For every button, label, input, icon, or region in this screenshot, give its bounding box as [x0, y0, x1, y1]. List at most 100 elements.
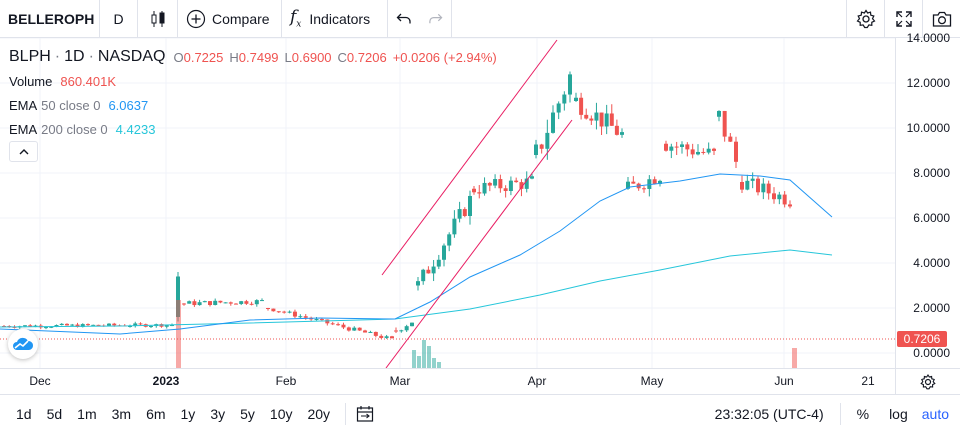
price-chart[interactable] [0, 38, 895, 368]
date-range-button[interactable] [356, 405, 374, 423]
indicators-fx-icon: fx [290, 7, 302, 30]
log-scale-toggle[interactable]: log [889, 406, 908, 422]
camera-icon [932, 11, 951, 27]
auto-scale-toggle[interactable]: auto [921, 406, 949, 422]
clock-timezone[interactable]: 23:32:05 (UTC-4) [714, 406, 824, 422]
chart-type-button[interactable] [138, 0, 178, 38]
candle-body [336, 324, 341, 326]
candle-body [228, 302, 233, 304]
range-button-20y[interactable]: 20y [307, 406, 331, 422]
candle-body [777, 194, 782, 200]
ema200-label: EMA [9, 121, 38, 137]
volume-bar [432, 358, 436, 368]
candle-body [722, 110, 727, 137]
candle-body [149, 326, 153, 328]
timezone-settings-button[interactable] [895, 369, 960, 395]
snapshot-button[interactable] [922, 0, 960, 38]
bottom-toolbar: 1d 5d 1m 3m 6m 1y 3y 5y 10y 20y 23:32:05 (UTC-4) … [0, 394, 960, 433]
candle-body [788, 204, 792, 207]
candle-body [197, 302, 202, 306]
candle-body [170, 325, 174, 327]
legend-volume-row[interactable]: Volume 860.401K [9, 69, 497, 93]
candle-body [457, 209, 462, 219]
price-tick: 14.0000 [906, 31, 950, 45]
range-button-1y[interactable]: 1y [180, 406, 196, 422]
range-selector: 1d 5d 1m 3m 6m 1y 3y 5y 10y 20y [8, 395, 337, 434]
candle-body [604, 113, 609, 127]
candle-body [508, 180, 513, 191]
compare-button[interactable]: Compare [178, 0, 282, 38]
percent-scale-toggle[interactable]: % [856, 406, 870, 422]
candle-body [75, 324, 80, 328]
channel-upper-line [381, 39, 558, 276]
price-tick: 4.0000 [913, 256, 950, 270]
interval-button[interactable]: D [100, 0, 138, 38]
candle-body [223, 302, 228, 304]
candle-body [498, 179, 503, 189]
candle-body [70, 324, 75, 326]
low-value: 0.6900 [291, 49, 332, 65]
candle-body [266, 308, 270, 309]
range-button-5y[interactable]: 5y [240, 406, 255, 422]
legend-ema200-row[interactable]: EMA 200 close 0 4.4233 [9, 117, 497, 141]
candle-body [373, 331, 378, 336]
candle-body [609, 113, 614, 126]
candle-body [761, 183, 766, 193]
change-value: +0.0206 (+2.94%) [392, 49, 497, 65]
candle-body [545, 132, 550, 149]
candle-body [187, 301, 192, 304]
candle-body [23, 325, 27, 327]
range-button-1m[interactable]: 1m [77, 406, 97, 422]
candle-body [341, 324, 346, 328]
candle-body [468, 195, 472, 216]
range-button-6m[interactable]: 6m [146, 406, 166, 422]
price-tick: 2.0000 [913, 301, 950, 315]
time-tick: 2023 [152, 374, 180, 388]
candle-body [431, 266, 436, 274]
candle-body [314, 319, 319, 321]
candle-body [234, 303, 238, 305]
candle-body [271, 308, 276, 312]
undo-button[interactable] [388, 0, 420, 38]
candle-body [202, 301, 207, 303]
fullscreen-button[interactable] [884, 0, 922, 38]
candle-body [750, 178, 755, 181]
candle-body [599, 112, 604, 127]
high-value: 0.7499 [238, 49, 279, 65]
chart-pane[interactable] [0, 38, 895, 368]
symbol-search-button[interactable]: BELLEROPH [0, 0, 100, 38]
range-button-3m[interactable]: 3m [111, 406, 132, 422]
volume-bar [422, 340, 426, 368]
legend-ticker[interactable]: BLPH [9, 48, 51, 65]
price-tick: 10.0000 [906, 121, 950, 135]
timezone-gear-icon [920, 374, 936, 390]
candle-body [303, 316, 308, 318]
candle-body [426, 269, 431, 274]
candle-body [740, 182, 744, 190]
compare-plus-icon [186, 9, 206, 28]
range-button-5d[interactable]: 5d [46, 406, 63, 422]
candle-body [28, 325, 33, 327]
redo-button[interactable] [420, 0, 452, 38]
candle-body [734, 141, 738, 162]
legend-ema50-row[interactable]: EMA 50 close 0 6.0637 [9, 93, 497, 117]
candle-body [254, 300, 259, 305]
indicators-button[interactable]: fx Indicators [282, 0, 388, 38]
candle-body [620, 132, 624, 135]
range-button-3y[interactable]: 3y [210, 406, 226, 422]
candle-body [325, 319, 330, 324]
brand-logo[interactable] [8, 329, 38, 359]
candle-body [384, 336, 389, 338]
candle-body [658, 180, 662, 184]
settings-button[interactable] [846, 0, 884, 38]
range-button-10y[interactable]: 10y [269, 406, 293, 422]
time-axis[interactable]: Dec 2023 Feb Mar Apr May Jun 21 [0, 368, 960, 395]
candle-body [589, 118, 594, 121]
candle-body [416, 281, 420, 286]
candle-body [192, 301, 197, 306]
candle-body [685, 144, 690, 150]
legend-collapse-button[interactable] [9, 141, 38, 162]
candle-body [128, 325, 132, 327]
price-axis[interactable]: 14.0000 12.0000 10.0000 8.0000 6.0000 4.0000 2… [895, 31, 960, 368]
range-button-1d[interactable]: 1d [16, 406, 32, 422]
